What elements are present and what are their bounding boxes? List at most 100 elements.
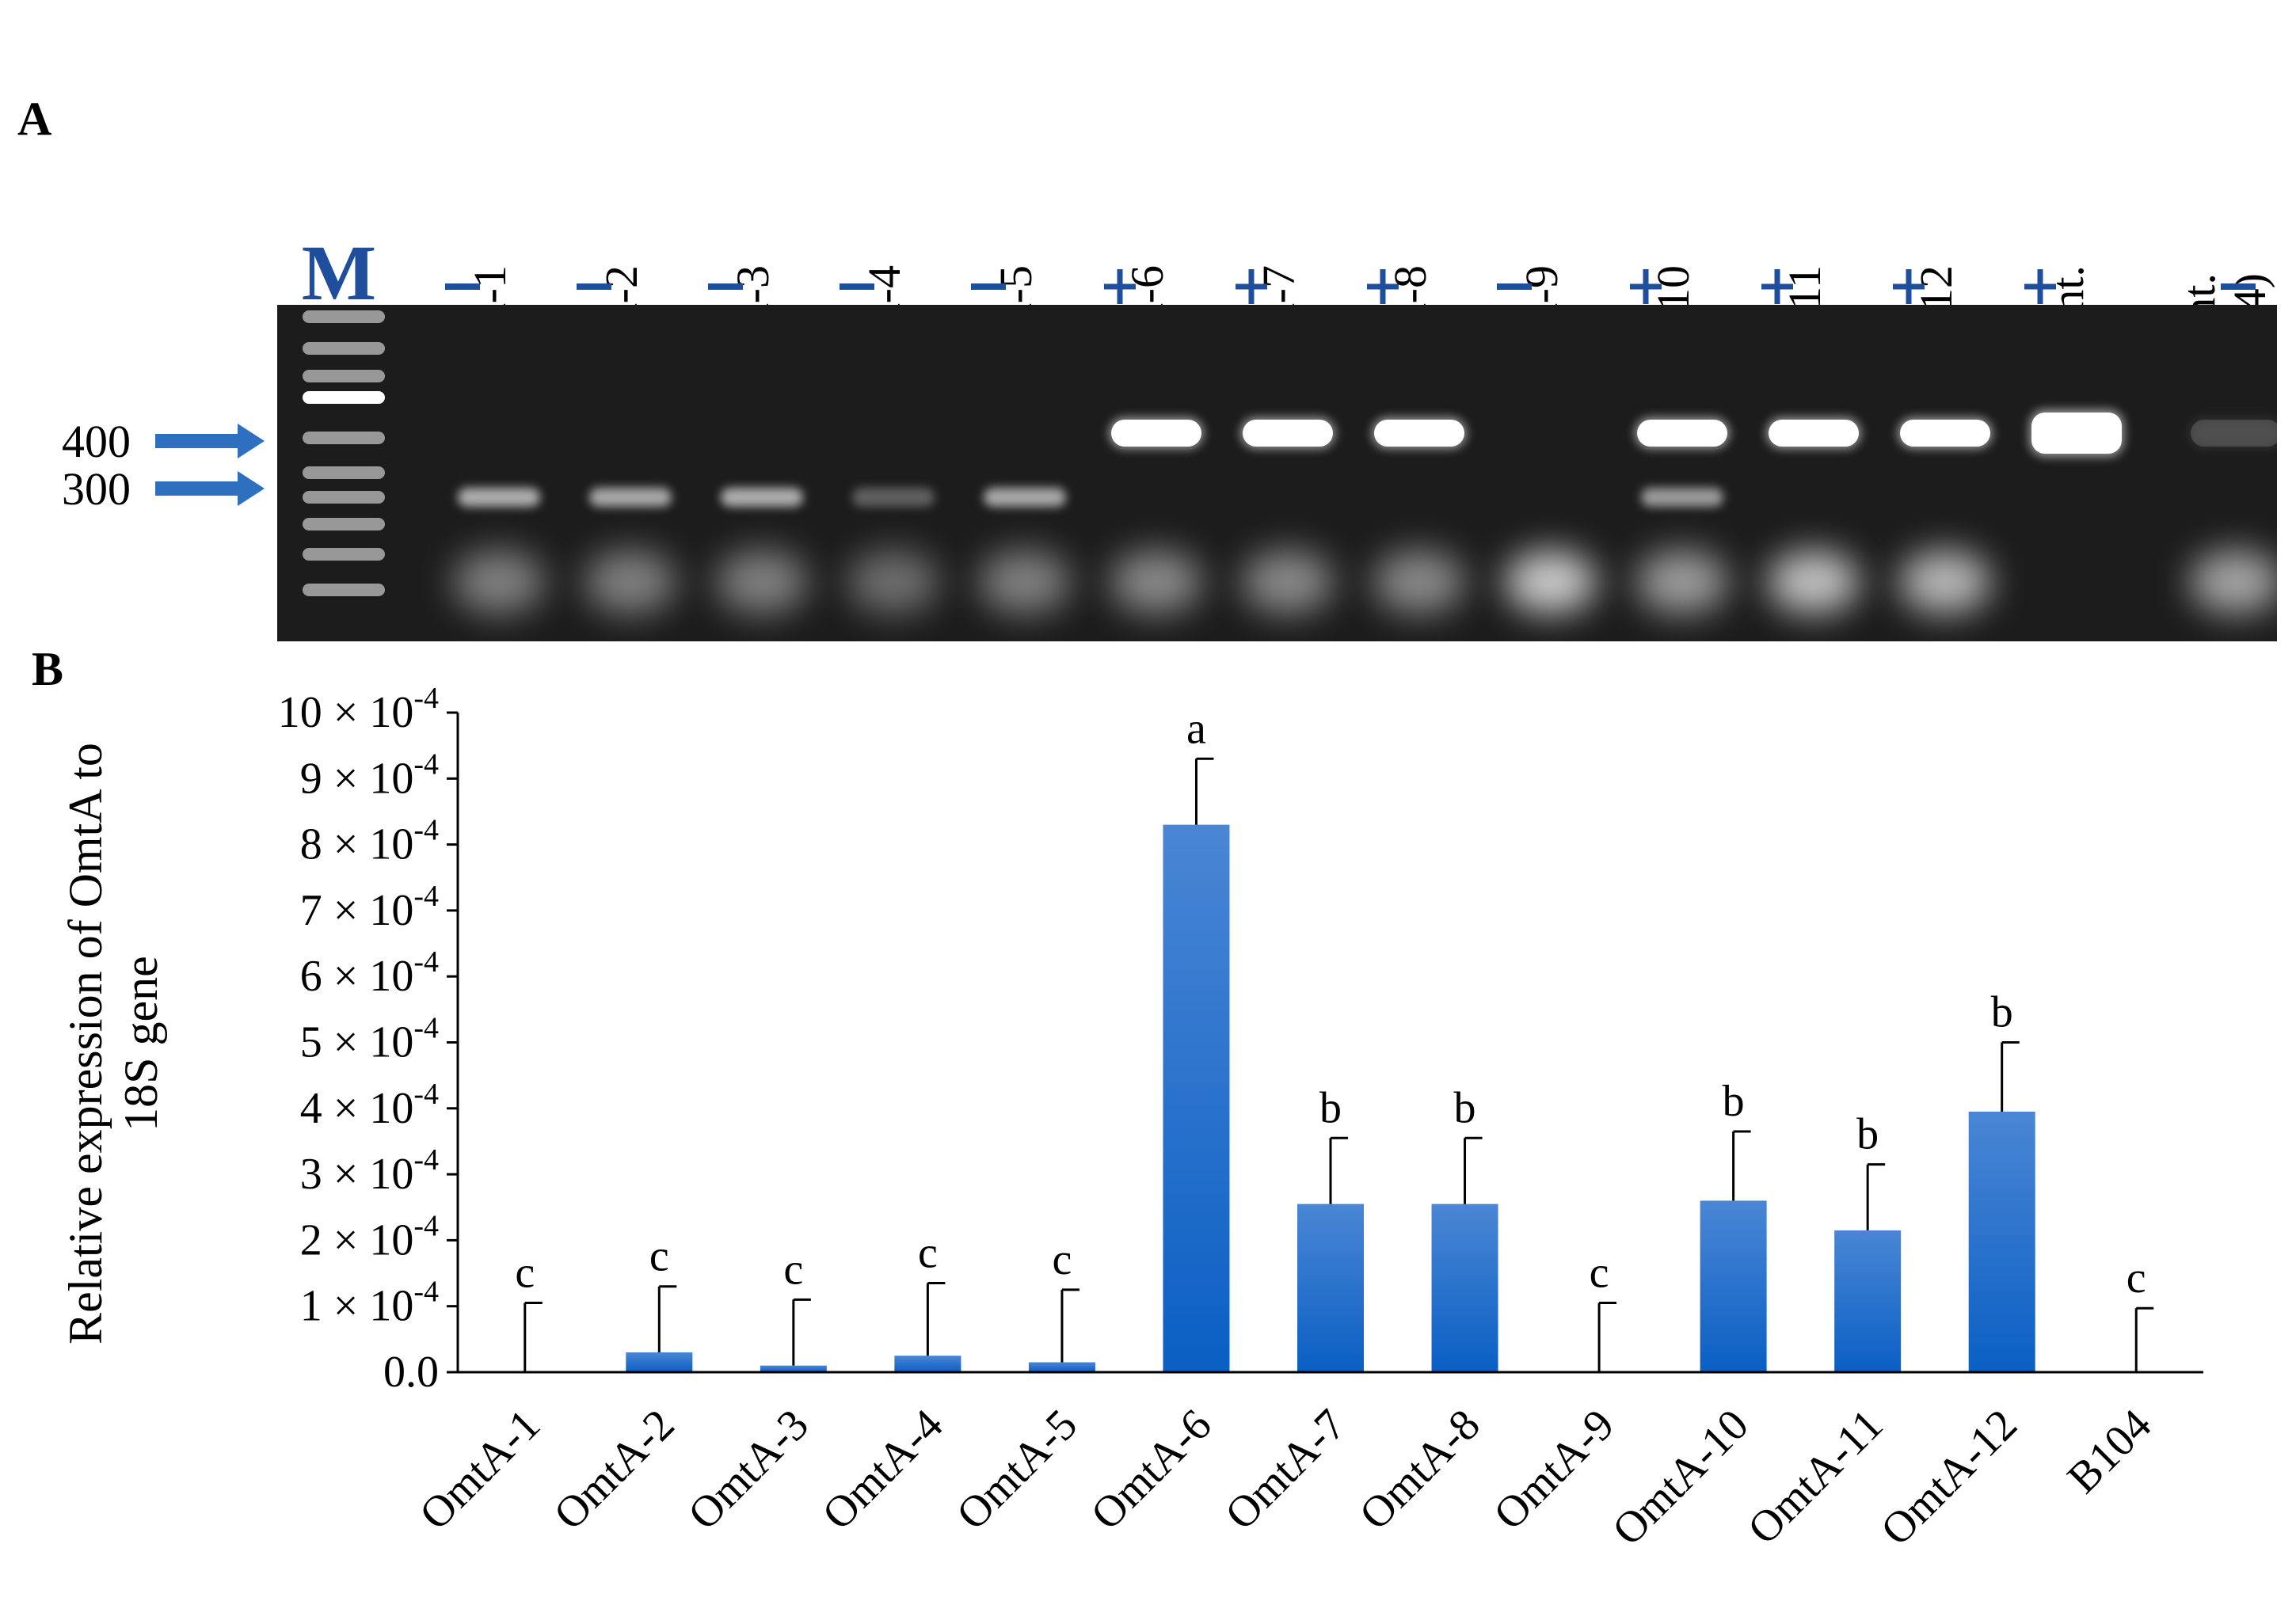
- significance-letter: c: [918, 1229, 938, 1278]
- x-tick-label: B104: [2058, 1400, 2161, 1503]
- band-400bp: [2191, 420, 2281, 447]
- y-axis: 0.0 1 × 10-4 2 × 10-4 3 × 10-4 4 × 10-4 5 × 1…: [278, 682, 459, 1397]
- y-tick-label: 4 × 10-4: [300, 1078, 439, 1133]
- gel-bands: [303, 310, 2283, 614]
- primer-dimer-haze: [453, 550, 545, 614]
- y-tick-label: 6 × 10-4: [300, 945, 439, 1001]
- ladder-band: [303, 310, 385, 323]
- band-300bp: [458, 488, 540, 507]
- bar: [626, 1352, 693, 1372]
- panel-a-gel-figure: A OmtA-1OmtA-2OmtA-3OmtA-4OmtA-5OmtA-6Om…: [17, 93, 2283, 641]
- significance-letter: b: [1723, 1077, 1745, 1126]
- y-tick-label: 8 × 10-4: [300, 814, 439, 869]
- band-400bp: [1637, 420, 1727, 447]
- significance-letter: a: [1186, 704, 1206, 753]
- x-tick-label: OmtA-4: [813, 1400, 953, 1539]
- band-400bp: [1769, 420, 1859, 447]
- significance-letter: c: [515, 1249, 535, 1298]
- x-tick-label: OmtA-7: [1216, 1400, 1355, 1539]
- size-marker-label: 400: [62, 416, 131, 467]
- x-tick-label: OmtA-11: [1738, 1400, 1892, 1553]
- y-tick-label: 5 × 10-4: [300, 1012, 439, 1067]
- band-300bp: [1641, 488, 1723, 507]
- primer-dimer-haze: [1636, 550, 1728, 614]
- primer-dimer-haze: [979, 550, 1071, 614]
- ladder-band: [303, 370, 385, 382]
- ladder-band: [303, 491, 385, 504]
- size-marker-arrow-shaft: [155, 481, 242, 496]
- band-400bp: [1243, 420, 1333, 447]
- ladder-band: [303, 548, 385, 561]
- size-marker-arrow-shaft: [155, 434, 242, 448]
- primer-dimer-haze: [847, 550, 939, 614]
- ladder-band: [303, 518, 385, 530]
- significance-letter: c: [2127, 1253, 2146, 1302]
- y-tick-label: 1 × 10-4: [300, 1276, 439, 1331]
- significance-letter: b: [1319, 1083, 1342, 1132]
- x-tick-label: OmtA-3: [679, 1400, 818, 1539]
- band-400bp: [1374, 420, 1464, 447]
- ladder-band: [303, 466, 385, 479]
- panel-b-label: B: [32, 643, 63, 695]
- size-marker-arrow-head: [238, 471, 265, 506]
- band-400bp: [1111, 420, 1201, 447]
- significance-letter: c: [1590, 1249, 1609, 1298]
- size-marker-arrow-head: [238, 424, 265, 458]
- significance-letter: c: [783, 1245, 803, 1294]
- bar: [1028, 1362, 1095, 1372]
- x-tick-label: OmtA-8: [1350, 1400, 1490, 1539]
- significance-letter: c: [1052, 1235, 1072, 1284]
- bar: [1431, 1204, 1498, 1372]
- y-tick-label: 3 × 10-4: [300, 1143, 439, 1199]
- band-300bp: [721, 488, 803, 507]
- bar: [894, 1356, 961, 1372]
- bar: [1700, 1200, 1767, 1372]
- significance-letter: b: [1991, 988, 2013, 1037]
- primer-dimer-haze: [1505, 550, 1597, 614]
- panel-a-label: A: [17, 93, 51, 145]
- significance-letter: b: [1454, 1083, 1476, 1132]
- band-300bp: [852, 488, 935, 507]
- x-tick-label: OmtA-9: [1484, 1400, 1624, 1539]
- primer-dimer-haze: [584, 550, 676, 614]
- primer-dimer-haze: [1110, 550, 1202, 614]
- ladder-band: [303, 342, 385, 355]
- ladder-band: [303, 391, 385, 404]
- x-tick-label: OmtA-5: [947, 1400, 1087, 1539]
- bar: [1297, 1204, 1364, 1372]
- x-tick-label: OmtA-12: [1871, 1400, 2027, 1555]
- y-tick-label: 10 × 10-4: [278, 682, 439, 737]
- primer-dimer-haze: [1242, 550, 1334, 614]
- bar: [1968, 1111, 2035, 1372]
- bar: [1834, 1230, 1902, 1372]
- band-400bp: [2031, 413, 2122, 454]
- x-tick-label: OmtA-6: [1082, 1400, 1221, 1539]
- primer-dimer-haze: [716, 550, 808, 614]
- primer-dimer-haze: [1373, 550, 1465, 614]
- marker-lane-label: M: [302, 229, 376, 317]
- band-300bp: [589, 488, 672, 507]
- y-axis-label-line1: Relative expression of OmtA to: [59, 743, 112, 1344]
- x-tick-label: OmtA-10: [1603, 1400, 1758, 1555]
- band-400bp: [1900, 420, 1990, 447]
- y-tick-label: 0.0: [383, 1348, 439, 1397]
- y-tick-label: 9 × 10-4: [300, 747, 439, 803]
- ladder-band: [303, 584, 385, 596]
- y-axis-label-line2: 18S gene: [115, 956, 167, 1131]
- significance-letter: b: [1856, 1110, 1879, 1159]
- size-marker-label: 300: [62, 463, 131, 515]
- primer-dimer-haze: [1899, 550, 1991, 614]
- bars: c c c c c a b b c b b b c: [515, 704, 2154, 1372]
- panel-b-bar-chart: B Relative expression of OmtA to 18S gen…: [32, 643, 2203, 1555]
- primer-dimer-haze: [1768, 550, 1860, 614]
- primer-dimer-haze: [2190, 550, 2282, 614]
- x-axis: OmtA-1OmtA-2OmtA-3OmtA-4OmtA-5OmtA-6OmtA…: [410, 1371, 2203, 1555]
- y-tick-label: 7 × 10-4: [300, 880, 439, 935]
- ladder-band: [303, 432, 385, 444]
- x-tick-label: OmtA-1: [410, 1400, 550, 1539]
- band-300bp: [984, 488, 1066, 507]
- bar: [1163, 824, 1230, 1372]
- band-400bp-glow: [2188, 417, 2283, 449]
- significance-letter: c: [649, 1232, 669, 1281]
